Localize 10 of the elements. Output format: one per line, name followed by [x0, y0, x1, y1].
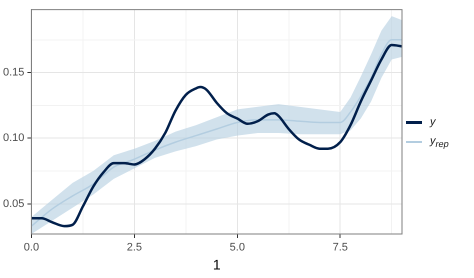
y-tick-label: 0.05 [2, 198, 24, 210]
x-tick-label: 0.0 [24, 242, 40, 254]
y-tick-label: 0.15 [2, 66, 24, 79]
x-tick-label: 2.5 [126, 242, 142, 254]
x-tick-label: 7.5 [332, 242, 348, 254]
y-tick-label: 0.10 [2, 132, 24, 144]
x-tick-label: 5.0 [230, 242, 245, 254]
x-axis-title: 1 [212, 256, 221, 272]
legend-label: y [430, 116, 436, 128]
legend-label: y$_{rep}$ [430, 134, 449, 150]
